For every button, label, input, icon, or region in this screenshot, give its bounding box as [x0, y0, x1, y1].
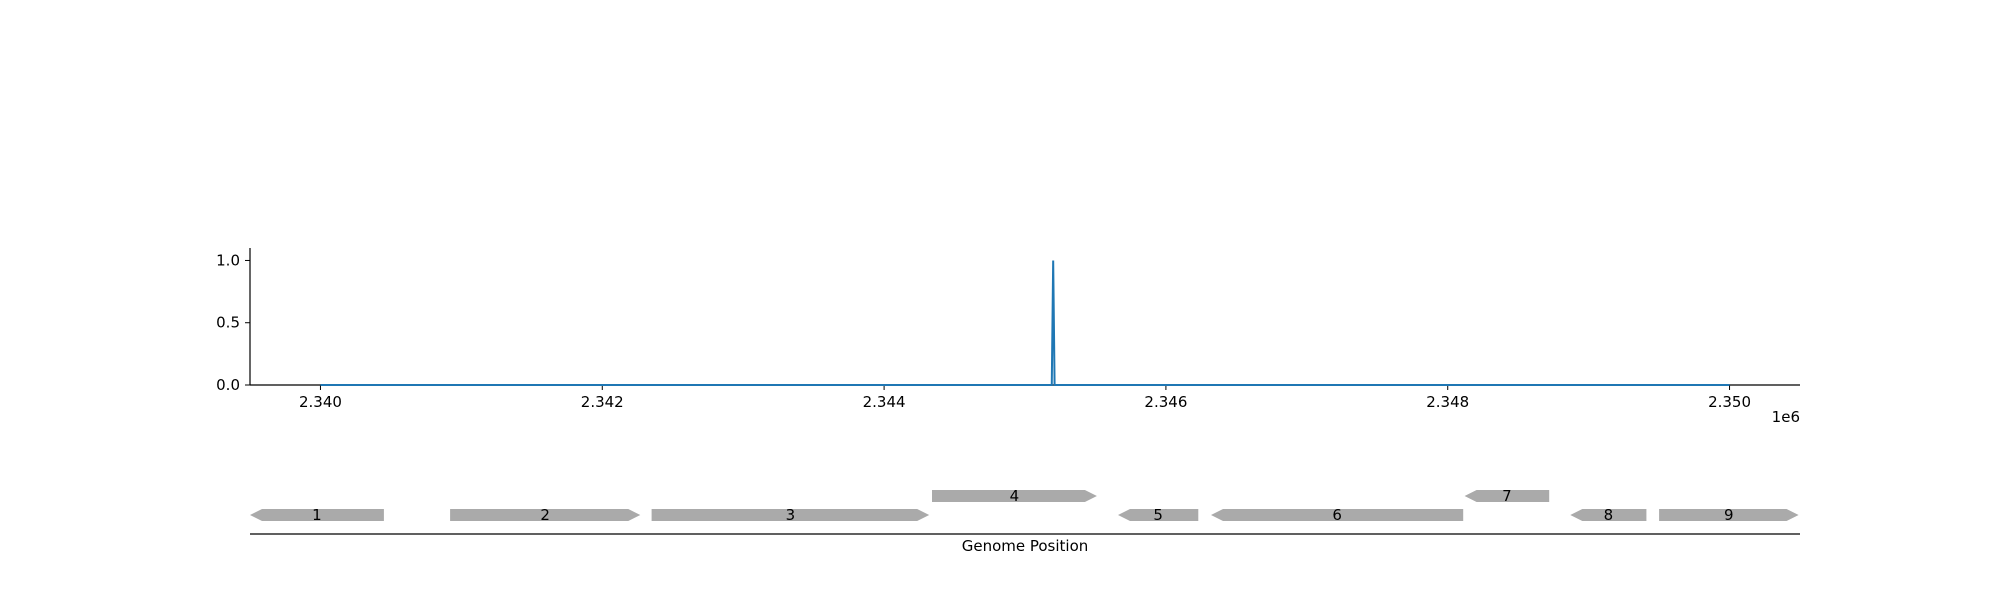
plot-area: 0.0 0.5 1.0 2.340 2.342 2.344 2.346 2.348 2.350 1… [216, 248, 1800, 426]
gene-arrow [250, 509, 384, 521]
gene-arrow [932, 490, 1097, 502]
gene-label: 2 [540, 506, 550, 524]
coverage-series-line [320, 260, 1730, 386]
gene-arrow [450, 509, 641, 521]
x-tick-label: 2.340 [299, 393, 342, 411]
gene-track: 1 2 3 4 5 6 7 8 9 Genome Position [250, 487, 1800, 555]
y-tick-label: 1.0 [216, 251, 240, 269]
x-tick-label: 2.348 [1426, 393, 1469, 411]
gene-arrow [1464, 490, 1550, 502]
x-tick-label: 2.350 [1708, 393, 1751, 411]
gene-arrow [651, 509, 930, 521]
gene-arrow [1659, 509, 1799, 521]
gene-label: 1 [312, 506, 322, 524]
x-tick-label: 2.344 [863, 393, 906, 411]
gene-label: 8 [1604, 506, 1614, 524]
gene-arrow [1118, 509, 1199, 521]
gene-label: 6 [1332, 506, 1342, 524]
x-tick-label: 2.342 [581, 393, 624, 411]
gene-arrow [1211, 509, 1464, 521]
gene-track-xlabel: Genome Position [962, 537, 1089, 555]
gene-label: 3 [786, 506, 796, 524]
x-tick-label: 2.346 [1144, 393, 1187, 411]
x-offset-label: 1e6 [1772, 408, 1800, 426]
gene-label: 5 [1153, 506, 1163, 524]
gene-label: 4 [1010, 487, 1020, 505]
gene-label: 7 [1502, 487, 1512, 505]
gene-label: 9 [1724, 506, 1734, 524]
gene-arrow [1570, 509, 1647, 521]
y-tick-label: 0.0 [216, 376, 240, 394]
y-tick-label: 0.5 [216, 314, 240, 332]
